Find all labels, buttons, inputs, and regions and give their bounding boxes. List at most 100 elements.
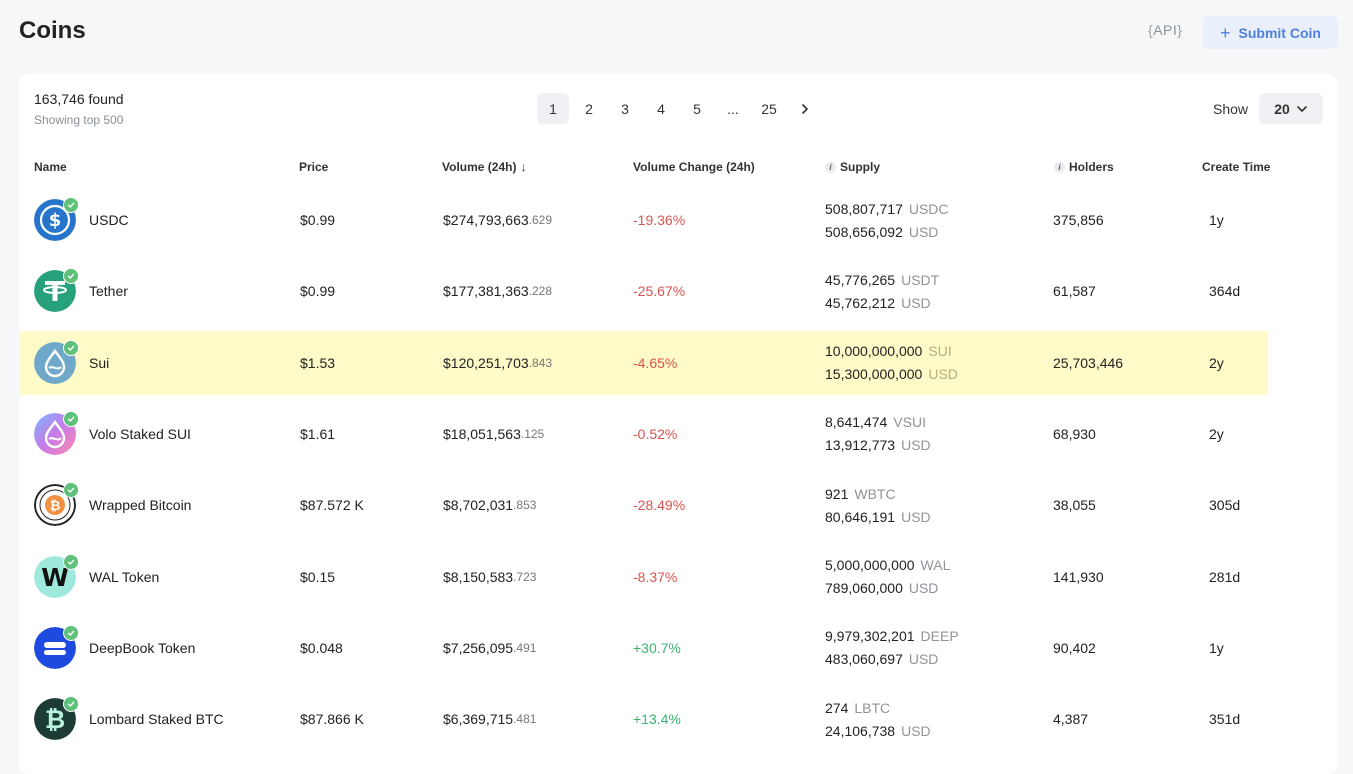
supply-unit: WBTC: [854, 485, 896, 502]
column-supply-label: Supply: [840, 160, 881, 174]
plus-icon: +: [1220, 22, 1231, 43]
volume-change: -28.49%: [633, 497, 686, 514]
page-button-1[interactable]: 1: [537, 93, 569, 124]
volume-decimal: .491: [513, 640, 537, 655]
volume-change: +13.4%: [633, 711, 681, 728]
page-size-value: 20: [1274, 100, 1290, 117]
pagination: 1 2 3 4 5 ... 25: [537, 93, 825, 124]
supply-amount: 8,641,474: [825, 414, 888, 431]
coin-name[interactable]: DeepBook Token: [89, 639, 196, 656]
column-supply: i Supply: [825, 160, 880, 174]
coin-name[interactable]: WAL Token: [89, 568, 160, 585]
table-row[interactable]: $ USDC $0.99 $274,793,663.629 -19.36% 50…: [19, 188, 1268, 252]
supply-usd: 508,656,092: [825, 223, 903, 240]
table-row[interactable]: ₿ Lombard Staked BTC $87.866 K $6,369,71…: [19, 687, 1268, 751]
coin-supply: 10,000,000,000 SUI 15,300,000,000 USD: [825, 331, 958, 395]
coin-name[interactable]: Lombard Staked BTC: [89, 711, 224, 728]
column-volume-change: Volume Change (24h): [633, 160, 755, 174]
table-header: Name Price Volume (24h) ↓ Volume Change (…: [19, 160, 1338, 176]
volume-change: -25.67%: [633, 283, 686, 300]
coin-holders: 4,387: [1053, 711, 1089, 728]
coin-price: $1.53: [300, 354, 336, 371]
volume-change: -4.65%: [633, 354, 678, 371]
coin-create-time: 305d: [1209, 497, 1241, 514]
sort-down-icon: ↓: [520, 160, 527, 174]
supply-amount: 9,979,302,201: [825, 628, 915, 645]
table-row[interactable]: Tether $0.99 $177,381,363.228 -25.67% 45…: [19, 259, 1268, 323]
supply-usd: 24,106,738: [825, 722, 896, 739]
supply-usd: 80,646,191: [825, 508, 896, 525]
volume-integer: $8,702,031: [443, 497, 514, 514]
page-ellipsis: ...: [727, 100, 739, 117]
table-row[interactable]: W WAL Token $0.15 $8,150,583.723 -8.37% …: [19, 545, 1268, 609]
coin-name[interactable]: Sui: [89, 354, 110, 371]
coin-name[interactable]: Wrapped Bitcoin: [89, 497, 192, 514]
verified-check-icon: [63, 339, 79, 356]
supply-amount: 10,000,000,000: [825, 343, 923, 360]
verified-check-icon: [63, 268, 79, 285]
verified-check-icon: [63, 696, 79, 713]
coin-holders: 141,930: [1053, 568, 1104, 585]
column-volume[interactable]: Volume (24h) ↓: [442, 160, 526, 174]
coin-volume: $8,702,031.853: [443, 473, 536, 537]
page-button-4[interactable]: 4: [657, 100, 665, 117]
supply-usd: 789,060,000: [825, 580, 903, 596]
supply-unit: VSUI: [893, 414, 926, 431]
table-row[interactable]: ₿ Wrapped Bitcoin $87.572 K $8,702,031.8…: [19, 473, 1268, 537]
column-price: Price: [299, 160, 329, 174]
page-button-3[interactable]: 3: [621, 100, 629, 117]
volume-change: -19.36%: [633, 212, 686, 228]
coin-volume: $177,381,363.228: [443, 259, 552, 323]
coin-name[interactable]: USDC: [89, 212, 129, 228]
supply-amount: 508,807,717: [825, 200, 903, 217]
coin-price: $87.572 K: [300, 497, 364, 514]
coin-volume: $7,256,095.491: [443, 616, 536, 680]
info-icon[interactable]: i: [1054, 161, 1065, 173]
info-icon[interactable]: i: [825, 161, 836, 173]
volume-change: -8.37%: [633, 568, 678, 585]
page-button-5[interactable]: 5: [693, 100, 701, 117]
column-create-time: Create Time: [1202, 160, 1271, 174]
volume-integer: $120,251,703: [443, 354, 529, 371]
next-page-button[interactable]: [789, 93, 821, 124]
table-row[interactable]: DeepBook Token $0.048 $7,256,095.491 +30…: [19, 616, 1268, 680]
verified-check-icon: [63, 410, 79, 427]
coin-create-time: 2y: [1209, 425, 1224, 442]
volo-sui-icon: [34, 410, 79, 455]
table-row[interactable]: Sui $1.53 $120,251,703.843 -4.65% 10,000…: [19, 330, 1268, 395]
coin-price: $1.61: [300, 425, 336, 442]
table-row[interactable]: Volo Staked SUI $1.61 $18,051,563.125 -0…: [19, 402, 1268, 466]
svg-text:₿: ₿: [50, 499, 61, 514]
coin-supply: 508,807,717 USDC 508,656,092 USD: [825, 188, 949, 252]
volume-integer: $7,256,095: [443, 639, 514, 656]
coin-supply: 5,000,000,000 WAL 789,060,000 USD: [825, 545, 950, 609]
volume-integer: $177,381,363: [443, 283, 529, 300]
page-size-select[interactable]: 20: [1259, 93, 1323, 124]
coin-holders: 375,856: [1053, 212, 1104, 228]
coin-name[interactable]: Volo Staked SUI: [89, 425, 191, 442]
coin-price: $87.866 K: [300, 711, 364, 728]
svg-text:₿: ₿: [45, 705, 65, 734]
verified-check-icon: [63, 482, 79, 499]
coin-volume: $274,793,663.629: [443, 188, 552, 252]
volume-integer: $274,793,663: [443, 212, 529, 228]
volume-integer: $18,051,563: [443, 425, 521, 442]
coin-holders: 38,055: [1053, 497, 1096, 514]
supply-unit: LBTC: [854, 699, 891, 716]
verified-check-icon: [63, 624, 79, 641]
supply-amount: 274: [825, 699, 849, 716]
deepbook-icon: [34, 624, 79, 669]
supply-amount: 45,776,265: [825, 271, 896, 288]
coin-create-time: 1y: [1209, 212, 1224, 228]
coin-holders: 90,402: [1053, 639, 1096, 656]
supply-unit: USDT: [901, 271, 940, 288]
api-button[interactable]: {API}: [1148, 22, 1183, 38]
page-button-25[interactable]: 25: [761, 100, 777, 117]
coin-volume: $120,251,703.843: [443, 331, 552, 395]
usd-unit: USD: [928, 366, 958, 383]
coin-name[interactable]: Tether: [89, 283, 128, 300]
page-button-2[interactable]: 2: [585, 100, 593, 117]
coin-holders: 68,930: [1053, 425, 1096, 442]
submit-coin-button[interactable]: + Submit Coin: [1203, 16, 1338, 49]
volume-decimal: .843: [528, 355, 552, 370]
